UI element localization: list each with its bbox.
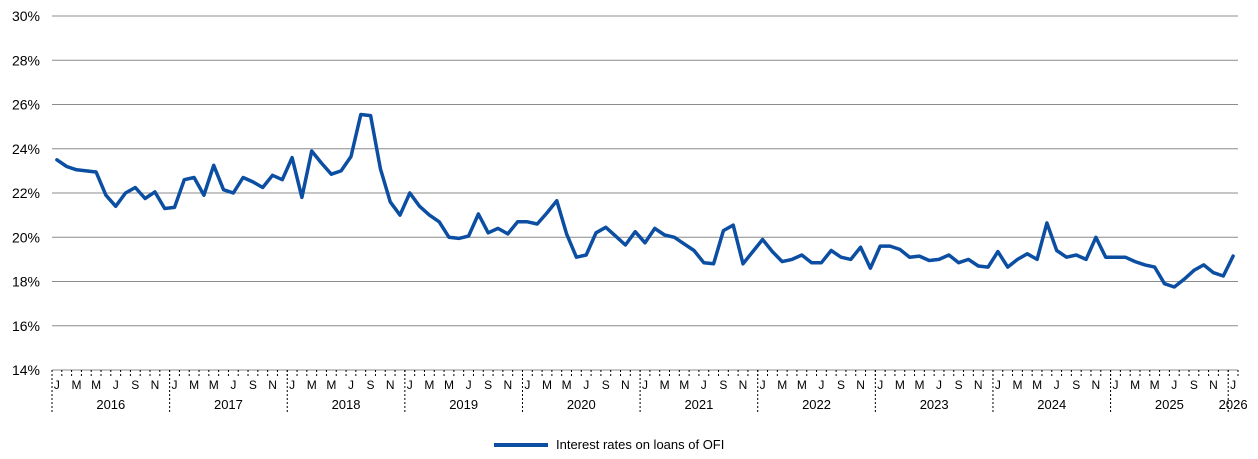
x-month-label: J	[113, 378, 119, 392]
x-month-label: N	[1092, 378, 1101, 392]
y-tick-label: 20%	[12, 229, 40, 245]
x-month-label: M	[72, 378, 82, 392]
x-month-label: M	[914, 378, 924, 392]
x-month-label: J	[172, 378, 178, 392]
y-tick-label: 26%	[12, 97, 40, 113]
x-month-label: M	[542, 378, 552, 392]
y-tick-label: 30%	[12, 8, 40, 24]
x-month-label: J	[407, 378, 413, 392]
x-month-label: J	[936, 378, 942, 392]
x-month-label: M	[1150, 378, 1160, 392]
series-line-interest-rates-ofi	[55, 112, 1235, 289]
x-year-label: 2018	[332, 397, 361, 412]
x-month-label: M	[307, 378, 317, 392]
x-month-label: N	[856, 378, 865, 392]
y-tick-label: 18%	[12, 274, 40, 290]
x-month-label: N	[503, 378, 512, 392]
x-month-label: M	[91, 378, 101, 392]
x-month-label: J	[230, 378, 236, 392]
x-month-label: S	[249, 378, 257, 392]
x-month-label: M	[209, 378, 219, 392]
x-month-label: N	[151, 378, 160, 392]
x-year-label: 2026	[1219, 397, 1248, 412]
x-month-label: M	[660, 378, 670, 392]
x-month-label: J	[289, 378, 295, 392]
x-month-label: S	[602, 378, 610, 392]
x-month-label: J	[995, 378, 1001, 392]
x-month-label: S	[484, 378, 492, 392]
x-year-label: 2022	[802, 397, 831, 412]
x-month-label: M	[444, 378, 454, 392]
y-tick-label: 28%	[12, 52, 40, 68]
x-month-label: S	[719, 378, 727, 392]
x-month-label: J	[1171, 378, 1177, 392]
x-month-label: J	[877, 378, 883, 392]
legend-label: Interest rates on loans of OFI	[556, 437, 725, 452]
x-year-label: 2024	[1037, 397, 1066, 412]
x-month-label: N	[739, 378, 748, 392]
x-month-label: J	[348, 378, 354, 392]
x-month-label: M	[679, 378, 689, 392]
x-month-label: J	[760, 378, 766, 392]
y-tick-label: 22%	[12, 185, 40, 201]
x-month-label: N	[621, 378, 630, 392]
x-month-label: N	[1209, 378, 1218, 392]
x-month-label: M	[1032, 378, 1042, 392]
x-month-label: S	[955, 378, 963, 392]
x-month-label: N	[386, 378, 395, 392]
y-tick-label: 14%	[12, 362, 40, 378]
x-year-label: 2017	[214, 397, 243, 412]
x-month-label: J	[701, 378, 707, 392]
y-tick-label: 24%	[12, 141, 40, 157]
y-axis-ticks: 14% 16% 18% 20% 22% 24% 26% 28% 30%	[12, 8, 40, 378]
x-year-label: 2021	[684, 397, 713, 412]
x-month-label: M	[895, 378, 905, 392]
x-month-label: M	[797, 378, 807, 392]
x-month-label: S	[1072, 378, 1080, 392]
x-month-label: J	[466, 378, 472, 392]
y-tick-label: 16%	[12, 318, 40, 334]
x-month-label: S	[367, 378, 375, 392]
x-month-label: J	[524, 378, 530, 392]
x-month-label: M	[562, 378, 572, 392]
x-month-label: M	[424, 378, 434, 392]
x-year-label: 2020	[567, 397, 596, 412]
x-month-label: J	[1230, 378, 1236, 392]
x-month-label: M	[777, 378, 787, 392]
x-month-label: J	[1054, 378, 1060, 392]
x-month-label: J	[1112, 378, 1118, 392]
x-month-label: S	[1190, 378, 1198, 392]
grid-lines	[52, 15, 1238, 371]
legend: Interest rates on loans of OFI	[494, 437, 724, 452]
x-year-label: 2025	[1155, 397, 1184, 412]
x-year-label: 2023	[920, 397, 949, 412]
x-month-label: M	[189, 378, 199, 392]
x-month-label: S	[837, 378, 845, 392]
x-month-label: N	[974, 378, 983, 392]
x-month-label: M	[1012, 378, 1022, 392]
legend-swatch	[494, 442, 548, 447]
x-month-label: M	[326, 378, 336, 392]
x-month-label: J	[642, 378, 648, 392]
x-month-label: J	[583, 378, 589, 392]
x-month-label: S	[131, 378, 139, 392]
x-month-label: J	[818, 378, 824, 392]
x-month-label: M	[1130, 378, 1140, 392]
x-month-label: N	[268, 378, 277, 392]
x-year-label: 2019	[449, 397, 478, 412]
series-layer	[55, 112, 1235, 289]
x-month-label: J	[54, 378, 60, 392]
x-year-label: 2016	[96, 397, 125, 412]
